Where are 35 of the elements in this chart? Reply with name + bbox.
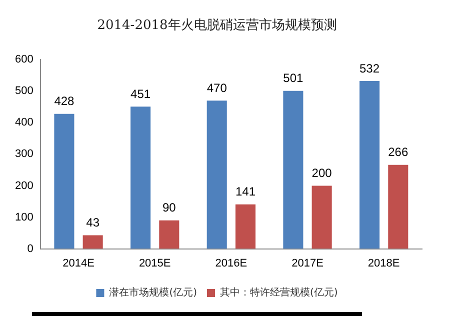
legend-label: 其中：特许经营规模(亿元) xyxy=(220,286,338,299)
y-tick-label: 0 xyxy=(27,242,34,255)
data-label: 43 xyxy=(86,216,100,230)
bar xyxy=(130,106,151,249)
x-tick-label: 2017E xyxy=(292,257,324,270)
x-tick-label: 2014E xyxy=(62,257,94,270)
y-tick-label: 100 xyxy=(14,211,34,224)
y-tick-label: 400 xyxy=(14,116,34,129)
data-label: 532 xyxy=(360,61,380,76)
x-tick-label: 2015E xyxy=(138,257,171,270)
data-label: 141 xyxy=(235,184,256,199)
bar xyxy=(388,164,408,249)
bar xyxy=(312,186,332,249)
data-label: 451 xyxy=(130,86,151,101)
bar xyxy=(206,100,227,249)
chart-title: 2014-2018年火电脱硝运营市场规模预测 xyxy=(97,18,337,34)
bar xyxy=(54,114,74,249)
data-label: 501 xyxy=(283,71,304,86)
y-tick-label: 300 xyxy=(14,148,34,160)
y-tick-label: 500 xyxy=(14,85,34,98)
bar xyxy=(82,235,103,249)
bar xyxy=(283,90,304,249)
y-tick-label: 200 xyxy=(14,180,34,192)
bar xyxy=(159,220,180,249)
bar xyxy=(235,204,256,249)
x-tick-label: 2016E xyxy=(215,257,248,270)
data-label: 266 xyxy=(388,145,408,160)
bar xyxy=(360,81,380,249)
x-tick-label: 2018E xyxy=(368,257,400,270)
data-label: 470 xyxy=(206,80,228,95)
data-label: 90 xyxy=(162,200,176,215)
data-label: 428 xyxy=(54,94,75,108)
y-tick-label: 600 xyxy=(14,54,34,66)
legend-label: 潜在市场规模(亿元) xyxy=(109,286,198,299)
data-label: 200 xyxy=(312,166,332,180)
